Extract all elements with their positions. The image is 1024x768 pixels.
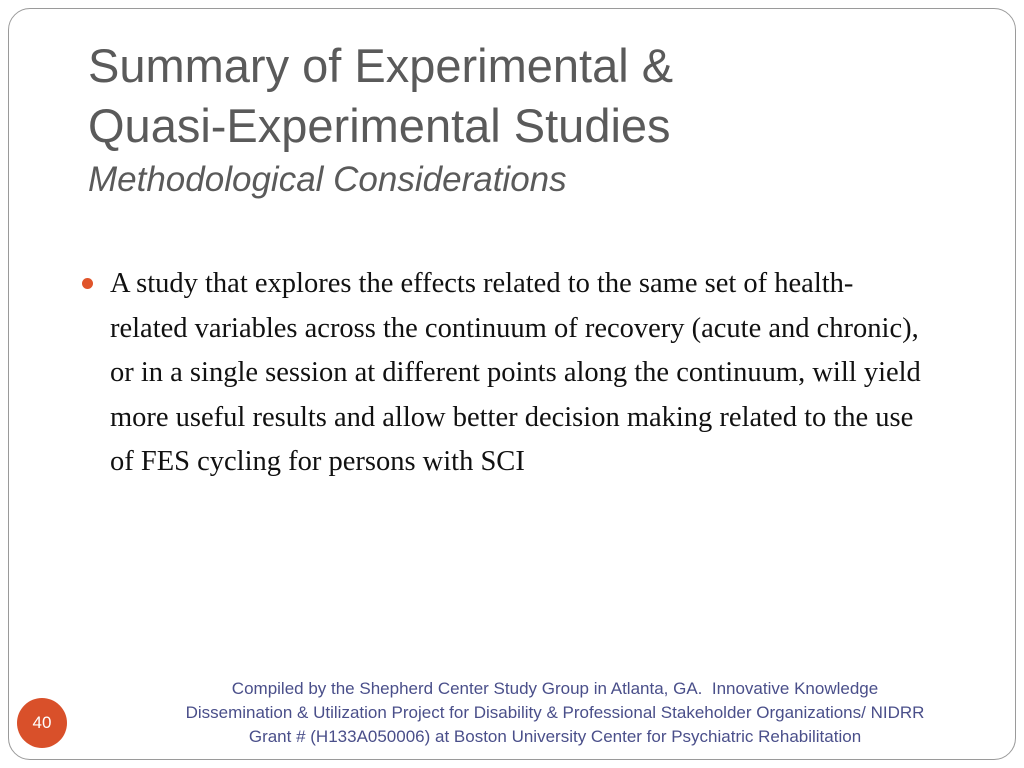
slide-footer: Compiled by the Shepherd Center Study Gr… [118, 677, 992, 749]
page-number-badge: 40 [17, 698, 67, 748]
slide-title: Summary of Experimental & Quasi-Experime… [88, 36, 968, 204]
slide-subtitle: Methodological Considerations [88, 160, 567, 199]
footer-line-2: Dissemination & Utilization Project for … [185, 703, 925, 722]
footer-line-3: Grant # (H133A050006) at Boston Universi… [248, 727, 862, 746]
slide-content: A study that explores the effects relate… [80, 262, 930, 485]
bullet-dot-icon [82, 278, 93, 289]
bullet-item: A study that explores the effects relate… [80, 262, 930, 485]
title-line-2: Quasi-Experimental Studies [88, 99, 671, 152]
page-number: 40 [32, 713, 52, 732]
title-line-1: Summary of Experimental & [88, 39, 674, 92]
slide-frame [8, 8, 1016, 760]
bullet-text: A study that explores the effects relate… [110, 268, 921, 477]
footer-line-1: Compiled by the Shepherd Center Study Gr… [231, 679, 879, 698]
